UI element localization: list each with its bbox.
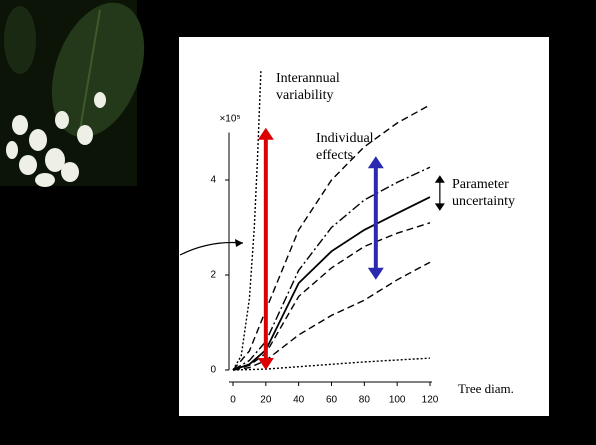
photo (0, 0, 145, 187)
pointer-arrowhead (235, 239, 243, 247)
y-tick-label: 0 (210, 365, 216, 376)
arrowhead (434, 175, 445, 183)
x-axis-label: Tree diam. (458, 381, 514, 396)
y-multiplier: ×10⁵ (219, 114, 240, 125)
x-tick-label: 40 (293, 395, 305, 406)
annotation: effects (316, 148, 353, 163)
x-tick-label: 20 (260, 395, 272, 406)
annotation: variability (276, 88, 334, 103)
chart-panel (179, 37, 549, 416)
arrowhead (257, 358, 274, 370)
series-line (232, 70, 262, 371)
series-line (232, 196, 431, 371)
arrowhead (367, 267, 384, 280)
y-tick-label: 4 (210, 175, 216, 186)
series-line (232, 222, 431, 371)
y-tick-label: 2 (210, 270, 216, 281)
x-tick-label: 60 (326, 395, 338, 406)
x-tick-label: 80 (359, 395, 371, 406)
series-line (232, 166, 431, 371)
annotation: uncertainty (452, 194, 515, 209)
series-line (232, 261, 431, 371)
arrowhead (367, 156, 384, 169)
annotation: Individual (316, 131, 374, 146)
x-tick-label: 100 (389, 395, 406, 406)
arrowhead (257, 127, 274, 140)
arrowhead (434, 203, 445, 211)
x-tick-label: 120 (422, 395, 439, 406)
annotation: Parameter (452, 177, 509, 192)
annotation: Interannual (276, 71, 340, 86)
x-tick-label: 0 (230, 395, 236, 406)
